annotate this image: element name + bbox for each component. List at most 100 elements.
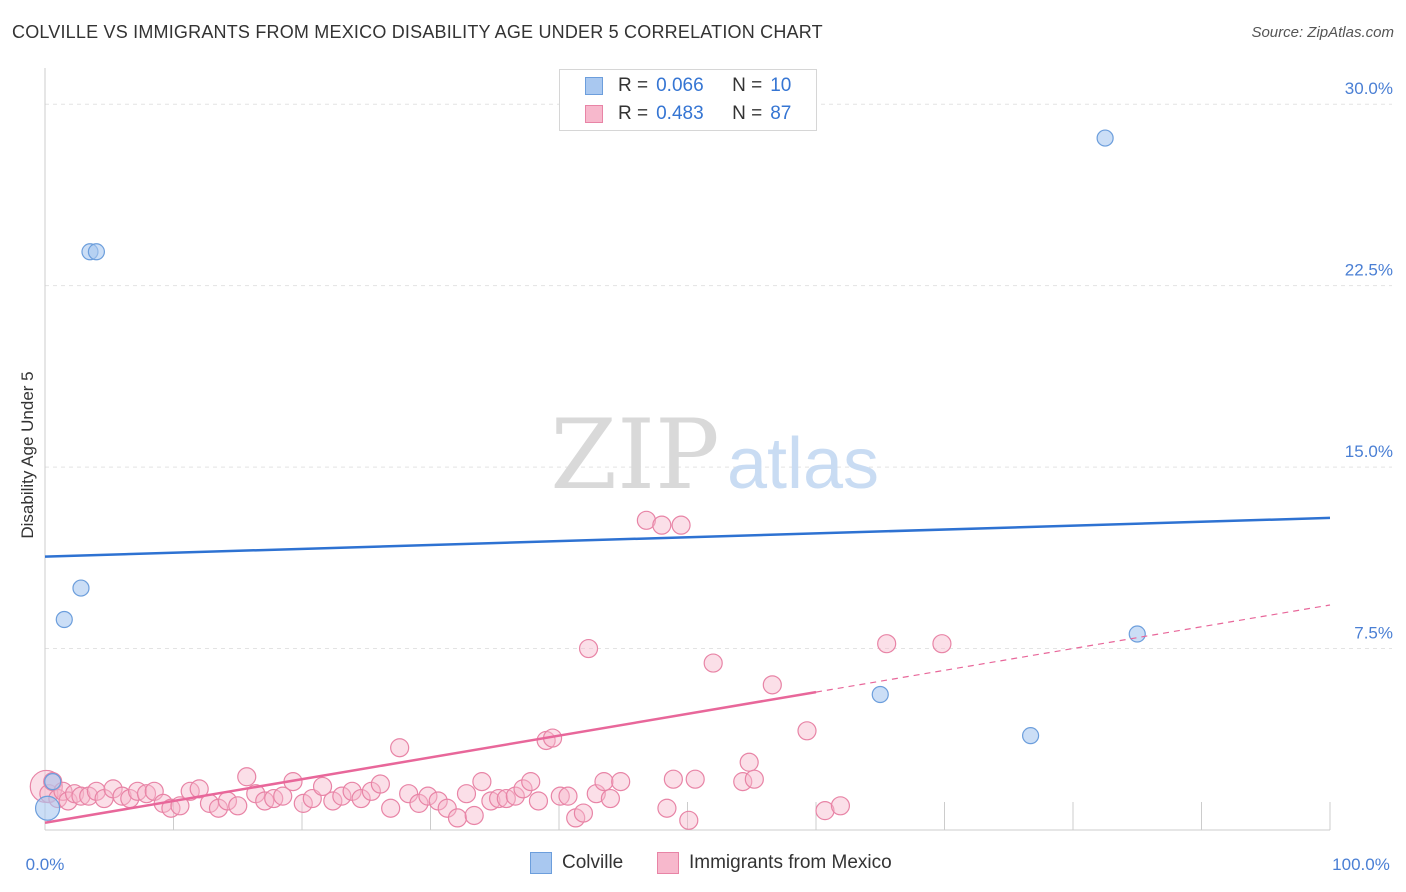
mexico-swatch <box>585 105 603 123</box>
mexico-point <box>797 721 817 741</box>
mexico-point <box>521 772 541 792</box>
watermark-atlas: atlas <box>727 424 879 504</box>
mexico-point <box>830 796 851 816</box>
mexico-point <box>636 510 656 530</box>
bottom-legend-mexico: Immigrants from Mexico <box>657 852 892 874</box>
mexico-point <box>489 788 509 809</box>
bottom-colville-swatch <box>530 852 552 874</box>
mexico-point <box>550 786 570 806</box>
mexico-point <box>86 781 107 801</box>
mexico-point <box>237 767 257 787</box>
mexico-point <box>739 752 759 772</box>
mexico-n-label: N = <box>732 103 763 124</box>
colville-point <box>44 773 62 791</box>
mexico-point <box>293 793 313 813</box>
colville-point <box>87 243 106 261</box>
mexico-point <box>58 791 78 811</box>
colville-point <box>55 610 73 629</box>
colville-point <box>1128 625 1146 643</box>
mexico-trend-extension <box>815 604 1331 693</box>
mexico-point <box>370 774 390 794</box>
colville-r-value: 0.066 <box>656 75 704 96</box>
colville-point <box>34 795 61 821</box>
mexico-point <box>390 738 410 758</box>
mexico-point <box>600 788 621 809</box>
chart-title: COLVILLE VS IMMIGRANTS FROM MEXICO DISAB… <box>12 22 823 42</box>
colville-point <box>1021 727 1040 745</box>
legend-row-colville: R = 0.066 N = 10 <box>585 72 792 100</box>
colville-point <box>1096 129 1114 147</box>
mexico-point <box>464 805 484 826</box>
gridlines <box>45 103 1392 650</box>
colville-r-label: R = <box>618 75 649 96</box>
bottom-mexico-label: Immigrants from Mexico <box>689 852 892 873</box>
bottom-mexico-swatch <box>657 852 679 874</box>
mexico-point <box>332 786 352 806</box>
legend-row-mexico: R = 0.483 N = 87 <box>585 100 792 128</box>
mexico-n-value: 87 <box>770 103 792 124</box>
mexico-point <box>228 796 248 816</box>
mexico-point <box>136 784 157 804</box>
colville-trend-line <box>44 516 1331 558</box>
watermark: ZIP atlas <box>550 399 879 511</box>
correlation-legend: R = 0.066 N = 10 R = 0.483 N = 87 <box>559 69 817 131</box>
trend-lines <box>44 516 1331 824</box>
watermark-zip: ZIP <box>550 399 719 511</box>
mexico-point <box>594 772 614 792</box>
mexico-point <box>447 808 468 828</box>
mexico-r-label: R = <box>618 103 649 124</box>
mexico-point <box>932 634 952 654</box>
mexico-point <box>112 786 132 806</box>
colville-points <box>34 129 1146 821</box>
mexico-point <box>744 769 764 789</box>
y-tick-label: 22.5% <box>1345 261 1393 280</box>
mexico-point <box>558 786 578 806</box>
mexico-point <box>71 786 91 806</box>
mexico-point <box>273 786 293 806</box>
mexico-point <box>703 653 723 673</box>
mexico-point <box>877 634 897 654</box>
y-tick-label: 7.5% <box>1354 624 1393 643</box>
mexico-point <box>586 784 606 804</box>
colville-point <box>72 579 90 597</box>
mexico-point <box>762 675 782 695</box>
mexico-point <box>611 772 631 792</box>
mexico-point <box>671 515 691 535</box>
mexico-r-value: 0.483 <box>656 103 704 124</box>
mexico-point <box>733 772 753 792</box>
colville-n-value: 10 <box>770 75 792 96</box>
tick-labels: 7.5% 15.0% 22.5% 30.0% 0.0% 100.0% <box>26 79 1393 874</box>
mexico-point <box>472 772 492 792</box>
mexico-point <box>657 798 677 818</box>
bottom-colville-label: Colville <box>562 852 624 873</box>
mexico-point <box>456 784 477 804</box>
mexico-point <box>513 779 533 799</box>
mexico-point <box>679 810 699 830</box>
mexico-point <box>437 798 457 818</box>
mexico-point <box>399 784 419 804</box>
mexico-point <box>312 776 333 797</box>
mexico-point <box>528 791 549 811</box>
mexico-trend-line <box>44 690 817 824</box>
axes <box>44 68 1331 831</box>
mexico-point <box>418 786 438 806</box>
mexico-point <box>573 803 594 823</box>
colville-point <box>871 685 889 704</box>
mexico-point <box>481 791 501 811</box>
mexico-point <box>685 769 705 789</box>
mexico-point <box>505 786 525 806</box>
mexico-points <box>29 510 952 830</box>
bottom-legend-colville: Colville <box>530 852 623 874</box>
x-tick-label: 100.0% <box>1332 855 1390 874</box>
mexico-point <box>323 791 343 811</box>
x-tick-label: 0.0% <box>26 855 65 874</box>
mexico-point <box>351 788 371 809</box>
mexico-point <box>652 515 672 535</box>
y-tick-label: 15.0% <box>1345 442 1393 461</box>
mexico-point <box>663 769 683 789</box>
mexico-point <box>578 638 599 659</box>
colville-swatch <box>585 77 603 95</box>
mexico-point <box>381 798 401 818</box>
source-label: Source: ZipAtlas.com <box>1251 24 1394 41</box>
